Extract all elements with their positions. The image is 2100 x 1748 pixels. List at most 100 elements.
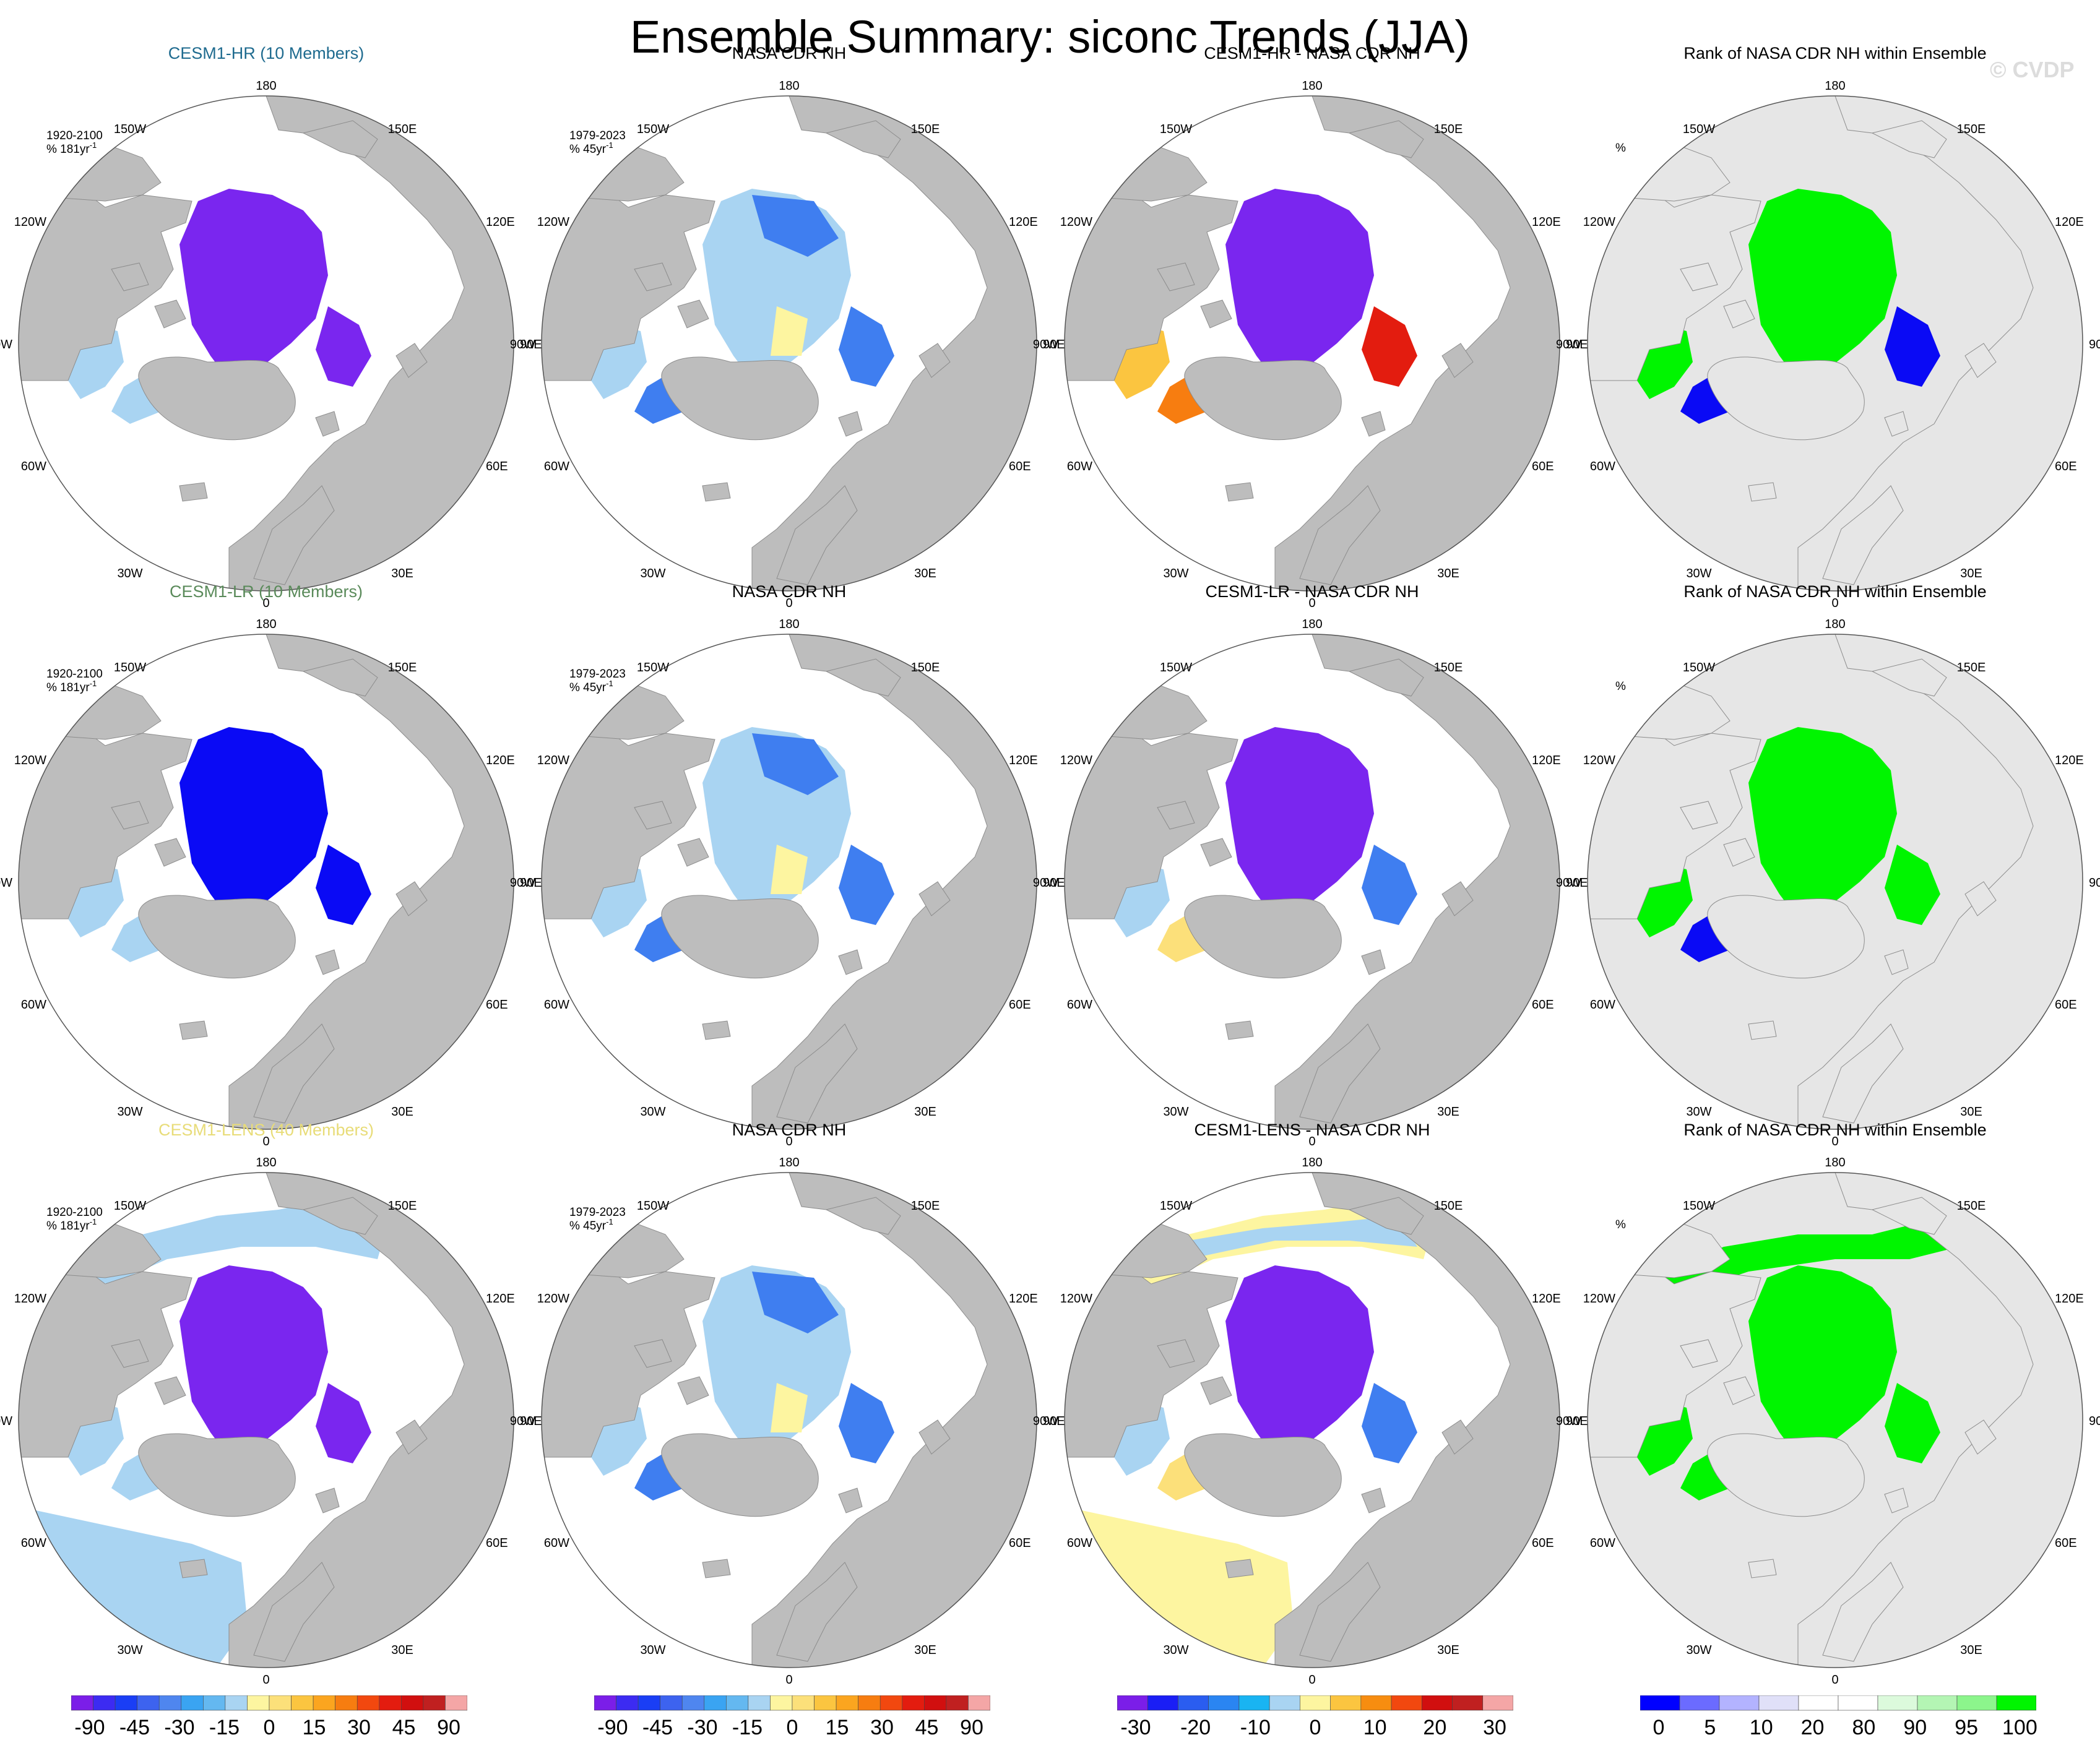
lon-label-180: 180 <box>779 1156 799 1169</box>
colorbar-tick-label: -30 <box>164 1716 195 1739</box>
period-label: 1920-2100 <box>46 668 103 681</box>
colorbar-swatch <box>1117 1695 1148 1711</box>
central-arctic-ice-trend <box>179 189 328 381</box>
colorbar-tick-label: 0 <box>1309 1716 1321 1739</box>
watermark: © CVDP <box>1990 57 2075 82</box>
units-label: % 45yr-1 <box>569 140 613 156</box>
colorbar-swatch <box>1838 1695 1878 1711</box>
atlantic-ice-trend <box>19 1507 248 1668</box>
lon-label-150w: 150W <box>1683 123 1715 136</box>
map-content <box>19 96 514 591</box>
map-border <box>1587 1172 2083 1668</box>
map-panel-r1-c1: 1800150W150E120W120E90W90E60W60E30W30ECE… <box>0 44 542 610</box>
lon-label-120w: 120W <box>14 1292 46 1306</box>
lon-label-90w: 90W <box>0 1414 12 1428</box>
lon-label-60e: 60E <box>1532 998 1554 1012</box>
units-label: % 45yr-1 <box>569 1217 613 1233</box>
lon-label-180: 180 <box>256 618 276 631</box>
lon-label-180: 180 <box>1302 618 1322 631</box>
lon-label-60w: 60W <box>1590 1536 1615 1550</box>
colorbar-swatch <box>704 1695 727 1711</box>
colorbar-tick-label: 20 <box>1800 1716 1825 1739</box>
lon-label-90e: 90E <box>1043 1414 1065 1428</box>
lon-label-90e: 90E <box>1566 876 1588 890</box>
lon-label-150w: 150W <box>1160 123 1192 136</box>
lon-label-0: 0 <box>1308 1135 1315 1148</box>
lon-label-150w: 150W <box>114 661 146 674</box>
eastern-rank <box>1885 306 1940 387</box>
colorbar-tick-label: 15 <box>302 1716 326 1739</box>
map-panel-r3-c1: 1800150W150E120W120E90W90E60W60E30W30ECE… <box>0 1121 542 1687</box>
lon-label-0: 0 <box>1831 1135 1838 1148</box>
eastern-diff <box>1362 1383 1417 1463</box>
lon-label-60w: 60W <box>1067 998 1092 1012</box>
colorbar-swatch <box>836 1695 858 1711</box>
colorbar-tick-label: 0 <box>263 1716 275 1739</box>
lon-label-90e: 90E <box>2089 1414 2100 1428</box>
eastern-rank <box>1885 1383 1940 1463</box>
lon-label-150w: 150W <box>1683 661 1715 674</box>
map-border <box>541 634 1037 1130</box>
colorbar-tick-label: 20 <box>1423 1716 1447 1739</box>
colorbar-swatch <box>445 1695 467 1711</box>
colorbar-swatch <box>225 1695 248 1711</box>
colorbar-labels-2: -90 -45 -30 -15 0 15 30 45 90 <box>594 1716 990 1741</box>
panel-title: NASA CDR NH <box>732 44 847 62</box>
lon-label-150e: 150E <box>911 1199 940 1213</box>
colorbar-tick-label: -45 <box>642 1716 673 1739</box>
central-arctic-ice-trend <box>179 1265 328 1457</box>
colorbar-swatch <box>770 1695 793 1711</box>
lon-label-60w: 60W <box>1590 998 1615 1012</box>
lon-label-60w: 60W <box>21 460 46 473</box>
units-label: % 181yr-1 <box>46 140 97 156</box>
lon-label-180: 180 <box>779 79 799 93</box>
period-label: 1979-2023 <box>569 1206 626 1219</box>
lon-label-90e: 90E <box>520 338 542 351</box>
eastern-rank <box>1885 845 1940 925</box>
colorbar-labels-1: -90 -45 -30 -15 0 15 30 45 90 <box>71 1716 467 1741</box>
colorbar-tick-label: 45 <box>392 1716 416 1739</box>
lon-label-120e: 120E <box>1532 1292 1561 1306</box>
eastern-ice-trend <box>839 306 894 387</box>
colorbar-swatch <box>1917 1695 1958 1711</box>
lon-label-60e: 60E <box>1532 1536 1554 1550</box>
colorbar-swatch <box>1482 1695 1513 1711</box>
lon-label-0: 0 <box>262 596 269 610</box>
colorbar-swatch <box>924 1695 947 1711</box>
units-label: % 45yr-1 <box>569 679 613 694</box>
colorbar-swatch <box>1330 1695 1362 1711</box>
rank-units-label: % <box>1615 1218 1626 1231</box>
colorbar-swatch <box>637 1695 660 1711</box>
lon-label-30w: 30W <box>1686 1105 1711 1119</box>
lon-label-150e: 150E <box>388 661 417 674</box>
colorbar-tick-label: 30 <box>870 1716 894 1739</box>
colorbar-tick-label: 100 <box>2002 1716 2037 1739</box>
colorbar-tick-label: 80 <box>1852 1716 1876 1739</box>
lon-label-120w: 120W <box>1583 754 1615 767</box>
lon-label-60e: 60E <box>2055 460 2077 473</box>
colorbar-tick-label: -15 <box>732 1716 763 1739</box>
lon-label-150w: 150W <box>637 123 669 136</box>
lon-label-120w: 120W <box>1583 215 1615 229</box>
lon-label-90w: 90W <box>1556 338 1581 351</box>
colorbar-tick-label: 30 <box>1483 1716 1506 1739</box>
lon-label-60e: 60E <box>1532 460 1554 473</box>
lon-label-60w: 60W <box>1590 460 1615 473</box>
lon-label-90w: 90W <box>1033 338 1058 351</box>
central-arctic-diff <box>1225 1265 1374 1457</box>
central-positive-trend <box>771 845 808 894</box>
colorbar-swatch <box>1640 1695 1680 1711</box>
lon-label-150e: 150E <box>388 1199 417 1213</box>
colorbar-tick-label: 0 <box>1653 1716 1665 1739</box>
lon-label-0: 0 <box>785 1135 792 1148</box>
colorbar-tick-label: 90 <box>1903 1716 1927 1739</box>
lon-label-60e: 60E <box>486 998 508 1012</box>
lon-label-60e: 60E <box>2055 1536 2077 1550</box>
colorbar-tick-label: -90 <box>597 1716 628 1739</box>
colorbar-3 <box>1117 1695 1513 1711</box>
map-border <box>18 634 514 1130</box>
colorbar-swatch <box>423 1695 446 1711</box>
colorbar-swatch <box>902 1695 925 1711</box>
lon-label-60e: 60E <box>1009 1536 1031 1550</box>
